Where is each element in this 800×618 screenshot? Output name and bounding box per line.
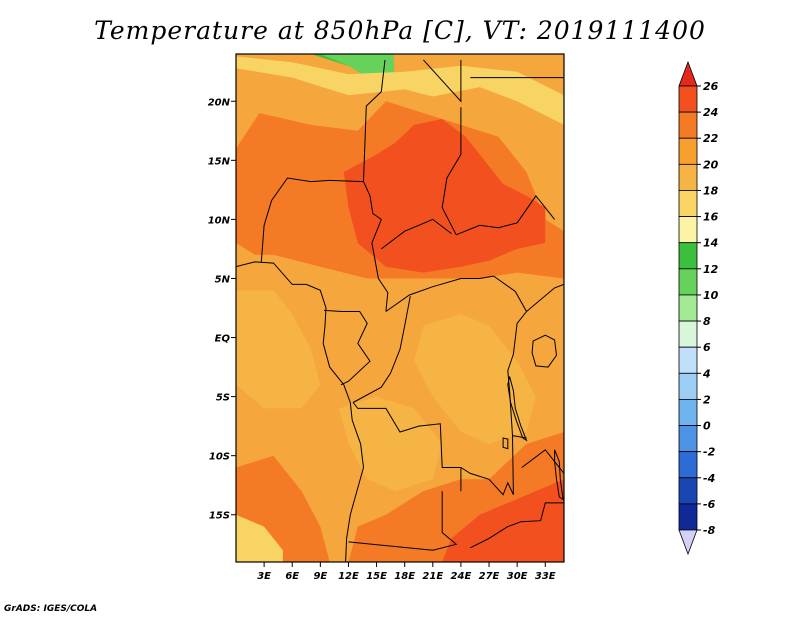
border-zim-zambia bbox=[470, 502, 564, 549]
colorbar-label: 14 bbox=[703, 237, 718, 250]
border-angola-zambia bbox=[348, 491, 458, 551]
lat-tick-label: 5S bbox=[216, 393, 230, 404]
lon-tick-label: 24E bbox=[451, 571, 472, 582]
border-congo-drc bbox=[352, 296, 411, 403]
border-drc-east bbox=[493, 275, 528, 436]
colorbar-swatch bbox=[678, 346, 698, 374]
colorbar-label: -6 bbox=[703, 498, 716, 511]
colorbar-swatch bbox=[678, 477, 698, 505]
colorbar-swatch bbox=[678, 216, 698, 244]
colorbar-swatch bbox=[678, 137, 698, 165]
lon-tick-label: 18E bbox=[394, 571, 415, 582]
lat-tick-label: 15N bbox=[208, 156, 231, 167]
colorbar-label: 2 bbox=[703, 393, 711, 406]
lat-tick-label: EQ bbox=[215, 334, 231, 345]
lon-tick-label: 33E bbox=[535, 571, 556, 582]
colorbar-label: -4 bbox=[703, 472, 715, 485]
colorbar-swatch bbox=[678, 451, 698, 479]
colorbar-label: -2 bbox=[703, 446, 716, 459]
colorbar-swatch bbox=[678, 163, 698, 191]
colorbar-swatch bbox=[678, 268, 698, 296]
colorbar-swatch bbox=[678, 372, 698, 400]
lat-tick-label: 10N bbox=[208, 215, 231, 226]
lon-tick-label: 21E bbox=[422, 571, 443, 582]
border-niger-chad bbox=[363, 59, 386, 182]
colorbar-label: 8 bbox=[703, 315, 711, 328]
colorbar-label: 26 bbox=[703, 80, 719, 93]
border-zambia-drc bbox=[460, 435, 527, 496]
region-southwest-pale bbox=[236, 514, 283, 562]
lat-tick-label: 10S bbox=[209, 452, 230, 463]
temperature-map: 3E 6E 9E 12E 15E 18E 21E 24E 27E 30E 33E 20N 15N 10N… bbox=[208, 53, 719, 582]
colorbar-label: 6 bbox=[703, 341, 711, 354]
lake-tanganyika bbox=[507, 376, 528, 442]
colorbar-label: 22 bbox=[703, 132, 719, 145]
lon-tick-label: 15E bbox=[366, 571, 387, 582]
border-libya-sudan bbox=[423, 59, 462, 103]
colorbar-swatch bbox=[678, 111, 698, 139]
latitude-axis: 20N 15N 10N 5N EQ 5S 10S 15S bbox=[208, 97, 236, 522]
colorbar-label: 16 bbox=[703, 211, 719, 224]
lake-mweru bbox=[502, 437, 509, 450]
grads-credit: GrADS: IGES/COLA bbox=[4, 604, 98, 614]
region-sahara-band bbox=[236, 56, 564, 125]
colorbar-bottom-arrow bbox=[678, 529, 698, 556]
colorbar-label: 4 bbox=[702, 367, 711, 380]
border-tanzania-moz bbox=[521, 449, 564, 474]
border-kenya-uganda-tz bbox=[526, 283, 564, 312]
lon-tick-label: 9E bbox=[313, 571, 327, 582]
lake-victoria bbox=[531, 334, 558, 368]
lon-tick-label: 3E bbox=[257, 571, 271, 582]
colorbar-label: 10 bbox=[703, 289, 719, 302]
border-chad-sudan bbox=[441, 107, 462, 236]
country-borders bbox=[236, 59, 564, 562]
colorbar-swatch bbox=[678, 425, 698, 453]
colorbar-label: -8 bbox=[703, 524, 716, 537]
colorbar-swatch bbox=[678, 190, 698, 217]
map-title: Temperature at 850hPa [C], VT: 201911140… bbox=[94, 16, 706, 45]
border-car-north bbox=[380, 218, 452, 250]
lat-tick-label: 5N bbox=[215, 274, 231, 285]
border-gabon-congo bbox=[324, 309, 371, 386]
coastline bbox=[236, 261, 365, 562]
border-cameroon-east bbox=[363, 181, 389, 312]
border-car-south bbox=[385, 275, 494, 312]
border-angola-drc bbox=[352, 402, 462, 492]
region-angola-yellow bbox=[339, 396, 443, 492]
lake-malawi bbox=[554, 449, 564, 501]
lon-tick-label: 27E bbox=[479, 571, 500, 582]
region-gulf-yellow bbox=[236, 290, 321, 409]
colorbar-swatch bbox=[678, 320, 698, 348]
colorbar-swatch bbox=[678, 399, 698, 426]
map-frame bbox=[235, 53, 565, 563]
border-nigeria-cameroon-south bbox=[260, 177, 364, 262]
colorbar-top-arrow bbox=[678, 60, 698, 87]
colorbar-label: 18 bbox=[703, 184, 719, 197]
colorbar-swatch bbox=[678, 503, 698, 531]
region-southeast-hot bbox=[442, 479, 564, 562]
region-east-yellow bbox=[414, 313, 536, 444]
colorbar-swatch bbox=[678, 85, 698, 113]
lon-tick-label: 6E bbox=[285, 571, 299, 582]
lon-tick-label: 12E bbox=[338, 571, 359, 582]
longitude-axis: 3E 6E 9E 12E 15E 18E 21E 24E 27E 30E 33E bbox=[257, 562, 556, 582]
border-sudan-ss bbox=[456, 194, 555, 236]
colorbar-label: 24 bbox=[703, 106, 718, 119]
colorbar-label: 0 bbox=[703, 420, 711, 433]
lon-tick-label: 30E bbox=[507, 571, 528, 582]
lat-tick-label: 20N bbox=[208, 97, 231, 108]
lat-tick-label: 15S bbox=[209, 511, 230, 522]
colorbar-swatch bbox=[678, 294, 698, 322]
colorbar-label: 12 bbox=[703, 263, 719, 276]
colorbar-label: 20 bbox=[703, 158, 719, 171]
colorbar-swatch bbox=[678, 242, 698, 270]
